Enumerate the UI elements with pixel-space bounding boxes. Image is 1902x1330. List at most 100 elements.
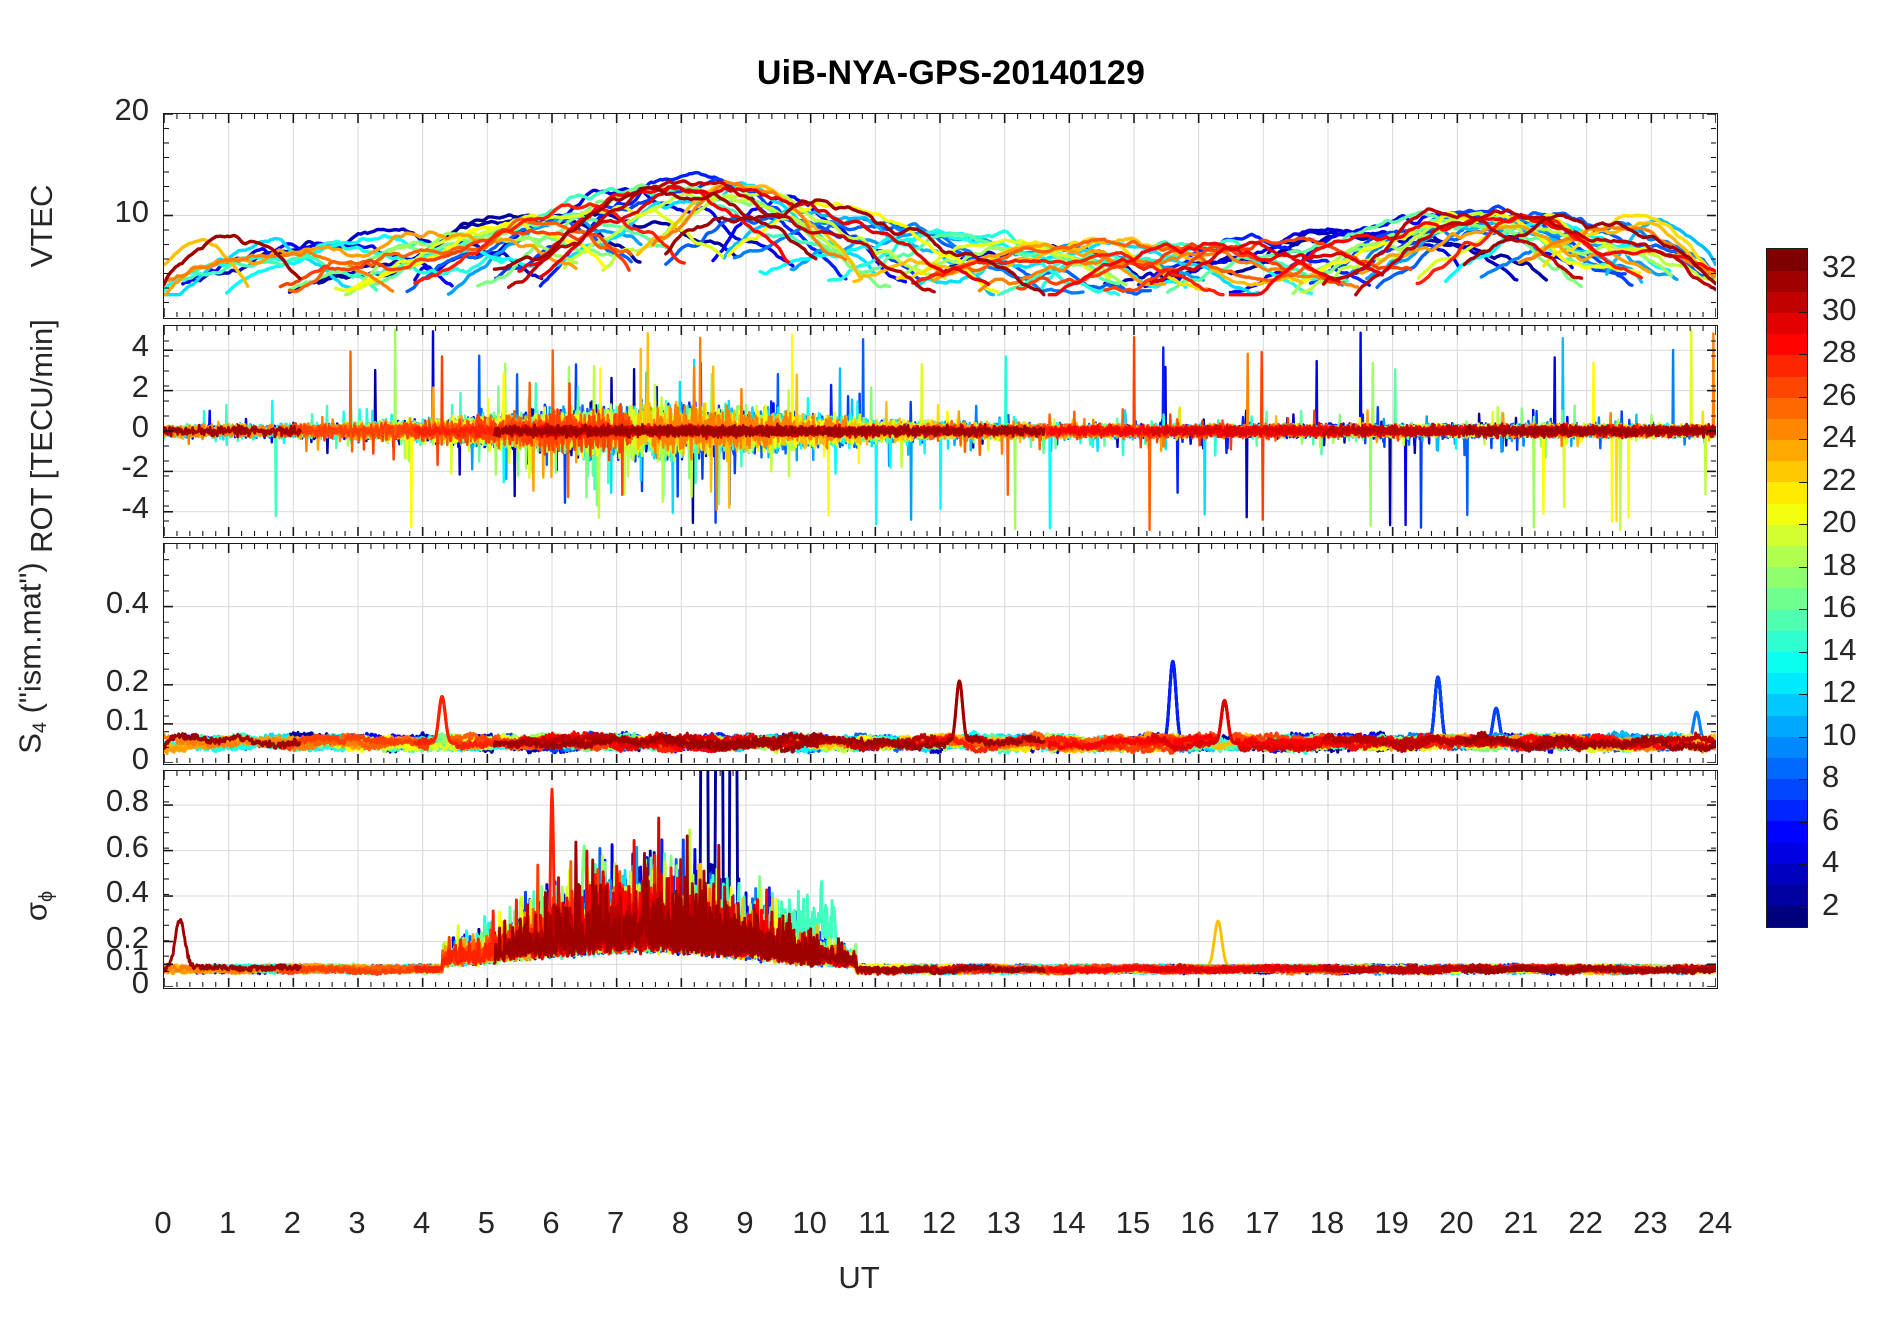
colorbar-segment <box>1767 333 1807 356</box>
xtick-13: 13 <box>986 1205 1021 1240</box>
xtick-16: 16 <box>1180 1205 1215 1240</box>
ytick-rot-1: 2 <box>131 368 149 404</box>
colorbar-segment <box>1767 524 1807 547</box>
colorbar-tick-15: 32 <box>1822 249 1857 285</box>
colorbar-segment <box>1767 693 1807 716</box>
xtick-14: 14 <box>1051 1205 1086 1240</box>
colorbar-tick-0: 2 <box>1822 886 1840 922</box>
ytick-rot-3: -2 <box>121 449 149 485</box>
colorbar-tick-12: 26 <box>1822 376 1857 412</box>
xtick-4: 4 <box>413 1205 431 1240</box>
colorbar-segment <box>1767 566 1807 589</box>
x-axis-label-wrap: UT <box>0 1260 1718 1296</box>
xtick-12: 12 <box>921 1205 957 1240</box>
colorbar-tickmark <box>1799 566 1808 568</box>
colorbar-segment <box>1767 651 1807 674</box>
ytick-sigma_phi-1: 0.6 <box>105 828 149 864</box>
xtick-20: 20 <box>1439 1205 1474 1240</box>
xtick-21: 21 <box>1503 1205 1539 1240</box>
colorbar-segment <box>1767 778 1807 801</box>
colorbar[interactable] <box>1766 248 1808 928</box>
colorbar-tick-3: 8 <box>1822 759 1840 795</box>
colorbar-segment <box>1767 799 1807 822</box>
colorbar-segment <box>1767 630 1807 652</box>
colorbar-tickmark <box>1799 694 1808 696</box>
ytick-s4-0: 0.4 <box>105 584 149 620</box>
colorbar-tickmark <box>1799 779 1808 781</box>
ytick-vtec-1: 10 <box>114 193 149 229</box>
ylabel-sigma-phi: σϕ <box>18 890 57 921</box>
colorbar-segment <box>1767 821 1807 843</box>
ytick-sigma_phi-2: 0.4 <box>105 874 149 910</box>
ytick-rot-0: 4 <box>131 328 149 364</box>
ytick-sigma_phi-3: 0.2 <box>105 919 149 955</box>
ytick-rot-4: -4 <box>121 489 149 525</box>
colorbar-segment <box>1767 291 1807 313</box>
colorbar-tickmark <box>1799 481 1808 483</box>
colorbar-tick-5: 12 <box>1822 674 1857 710</box>
xtick-10: 10 <box>792 1205 827 1240</box>
colorbar-segment <box>1767 439 1807 462</box>
xtick-18: 18 <box>1309 1205 1345 1240</box>
xtick-19: 19 <box>1374 1205 1409 1240</box>
xtick-23: 23 <box>1633 1205 1668 1240</box>
colorbar-tick-1: 4 <box>1822 844 1840 880</box>
colorbar-tickmark <box>1799 609 1808 611</box>
ylabel-rot: ROT [TECU/min] <box>24 318 59 553</box>
xtick-22: 22 <box>1568 1205 1603 1240</box>
colorbar-segment <box>1767 397 1807 419</box>
xtick-6: 6 <box>542 1205 560 1240</box>
colorbar-tickmark <box>1799 269 1808 271</box>
colorbar-tick-14: 30 <box>1822 291 1857 327</box>
xtick-3: 3 <box>348 1205 366 1240</box>
panel-vtec <box>163 113 1718 319</box>
colorbar-tick-11: 24 <box>1822 419 1857 455</box>
colorbar-tick-10: 22 <box>1822 461 1857 497</box>
colorbar-tickmark <box>1799 821 1808 823</box>
ytick-sigma_phi-0: 0.8 <box>105 783 149 819</box>
colorbar-segment <box>1767 418 1807 441</box>
colorbar-segment <box>1767 376 1807 398</box>
colorbar-segment <box>1767 249 1807 271</box>
ytick-sigma_phi-4: 0.1 <box>105 942 149 978</box>
colorbar-segment <box>1767 354 1807 377</box>
colorbar-tickmark <box>1799 354 1808 356</box>
colorbar-segment <box>1767 905 1807 928</box>
panel-rot <box>163 325 1718 538</box>
ytick-s4-3: 0 <box>131 741 149 776</box>
colorbar-tickmark <box>1799 524 1808 526</box>
colorbar-segment <box>1767 884 1807 907</box>
colorbar-segment <box>1767 863 1807 886</box>
colorbar-segment <box>1767 312 1807 335</box>
colorbar-tickmark <box>1799 439 1808 441</box>
colorbar-segment <box>1767 609 1807 631</box>
colorbar-segment <box>1767 588 1807 610</box>
ytick-s4-1: 0.2 <box>105 662 149 698</box>
colorbar-tickmark <box>1799 311 1808 313</box>
colorbar-tick-2: 6 <box>1822 801 1840 837</box>
colorbar-segment <box>1767 757 1807 780</box>
colorbar-tickmark <box>1799 651 1808 653</box>
ytick-vtec-0: 20 <box>114 92 149 127</box>
colorbar-tickmark <box>1799 906 1808 908</box>
xtick-17: 17 <box>1245 1205 1280 1240</box>
ytick-sigma_phi-5: 0 <box>131 965 149 1000</box>
ylabel-s4: S4 ("ism.mat") <box>12 562 51 755</box>
xtick-8: 8 <box>671 1205 689 1240</box>
x-axis-label: UT <box>838 1260 880 1295</box>
xtick-7: 7 <box>607 1205 625 1240</box>
colorbar-segment <box>1767 842 1807 864</box>
colorbar-segment <box>1767 270 1807 292</box>
ytick-s4-2: 0.1 <box>105 701 149 737</box>
colorbar-tickmark <box>1799 736 1808 738</box>
xtick-5: 5 <box>477 1205 495 1240</box>
xtick-11: 11 <box>858 1205 891 1240</box>
xtick-24: 24 <box>1697 1205 1733 1240</box>
colorbar-tick-9: 20 <box>1822 504 1857 540</box>
panel-s4 <box>163 543 1718 765</box>
xtick-0: 0 <box>154 1205 172 1240</box>
ytick-rot-2: 0 <box>131 409 149 444</box>
colorbar-tick-6: 14 <box>1822 631 1857 667</box>
colorbar-tick-7: 16 <box>1822 589 1857 625</box>
